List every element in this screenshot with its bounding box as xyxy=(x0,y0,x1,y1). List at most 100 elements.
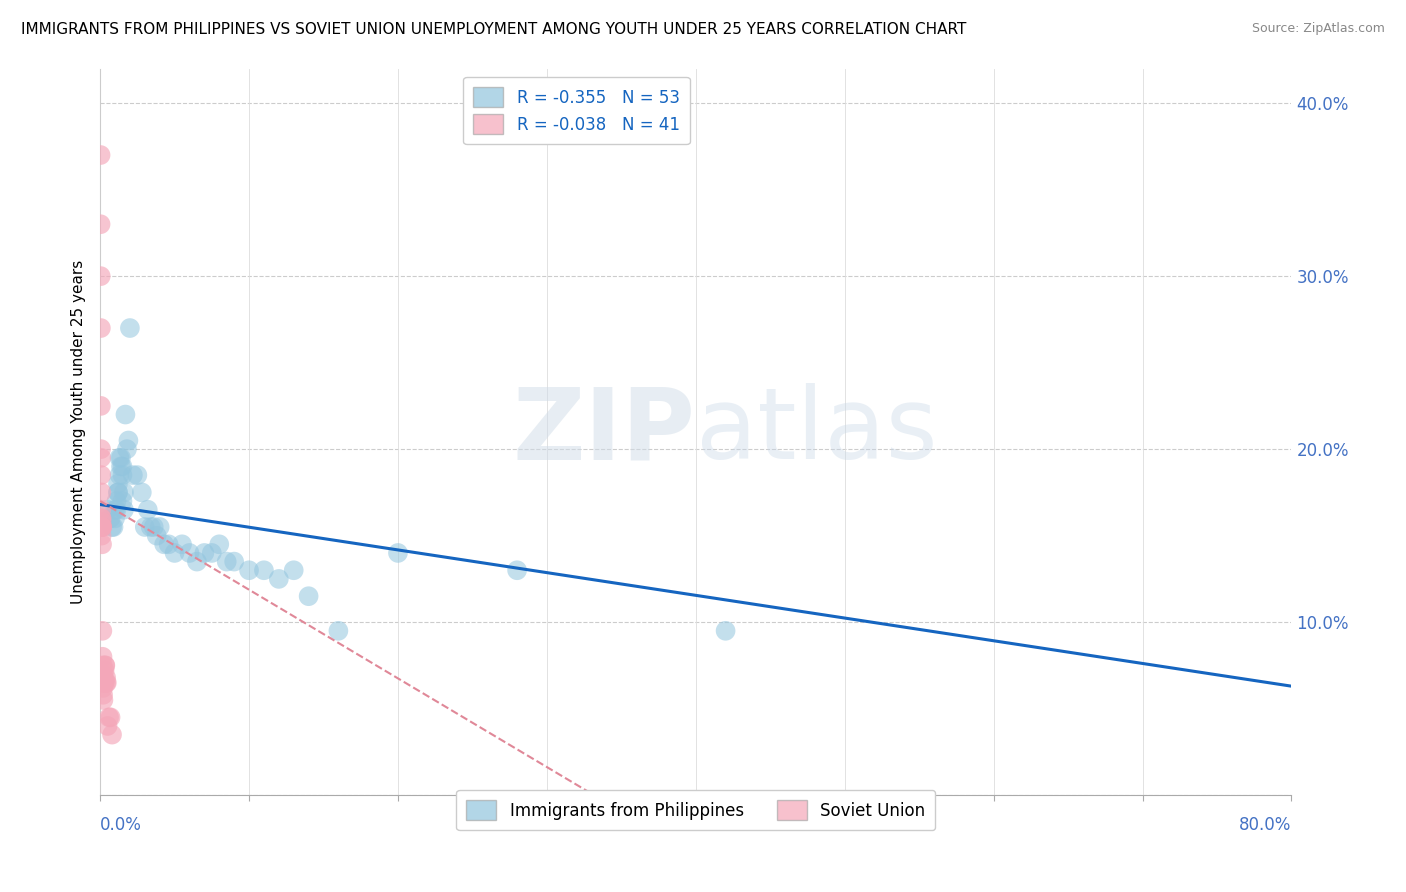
Point xyxy=(136,502,159,516)
Point xyxy=(90,468,112,483)
Point xyxy=(93,693,115,707)
Point xyxy=(90,511,112,525)
Point xyxy=(163,546,186,560)
Point xyxy=(93,675,115,690)
Point xyxy=(387,546,409,560)
Point xyxy=(90,520,112,534)
Point xyxy=(91,671,114,685)
Point xyxy=(93,671,115,685)
Point xyxy=(506,563,529,577)
Point xyxy=(186,555,208,569)
Point xyxy=(111,494,134,508)
Point xyxy=(96,675,118,690)
Point xyxy=(114,408,136,422)
Point xyxy=(297,589,319,603)
Point xyxy=(107,485,129,500)
Point xyxy=(714,624,737,638)
Point xyxy=(90,520,112,534)
Point xyxy=(110,450,132,465)
Point xyxy=(107,485,129,500)
Point xyxy=(90,529,112,543)
Point xyxy=(131,485,153,500)
Point xyxy=(90,485,112,500)
Point xyxy=(108,450,131,465)
Point xyxy=(170,537,193,551)
Point xyxy=(94,671,117,685)
Point xyxy=(101,728,124,742)
Point xyxy=(108,468,131,483)
Point xyxy=(157,537,180,551)
Point xyxy=(238,563,260,577)
Text: IMMIGRANTS FROM PHILIPPINES VS SOVIET UNION UNEMPLOYMENT AMONG YOUTH UNDER 25 YE: IMMIGRANTS FROM PHILIPPINES VS SOVIET UN… xyxy=(21,22,966,37)
Point xyxy=(283,563,305,577)
Point xyxy=(90,502,112,516)
Point xyxy=(100,710,122,724)
Point xyxy=(104,502,127,516)
Point xyxy=(149,520,172,534)
Point xyxy=(93,664,115,678)
Point xyxy=(93,675,115,690)
Point xyxy=(90,217,112,231)
Point xyxy=(90,321,112,335)
Point xyxy=(98,710,121,724)
Point xyxy=(91,537,114,551)
Point xyxy=(208,537,231,551)
Point xyxy=(107,476,129,491)
Point xyxy=(112,485,135,500)
Point xyxy=(101,520,124,534)
Text: atlas: atlas xyxy=(696,384,938,481)
Point xyxy=(112,502,135,516)
Point xyxy=(193,546,215,560)
Point xyxy=(90,269,112,284)
Point xyxy=(253,563,276,577)
Text: Source: ZipAtlas.com: Source: ZipAtlas.com xyxy=(1251,22,1385,36)
Point xyxy=(94,675,117,690)
Point xyxy=(91,658,114,673)
Text: 0.0%: 0.0% xyxy=(100,815,142,833)
Point xyxy=(97,719,120,733)
Y-axis label: Unemployment Among Youth under 25 years: Unemployment Among Youth under 25 years xyxy=(72,260,86,604)
Point xyxy=(91,681,114,695)
Point xyxy=(179,546,201,560)
Point xyxy=(105,494,128,508)
Point xyxy=(100,511,122,525)
Point xyxy=(90,511,112,525)
Point xyxy=(111,468,134,483)
Point xyxy=(90,515,112,529)
Point xyxy=(103,520,125,534)
Text: 80.0%: 80.0% xyxy=(1239,815,1292,833)
Point xyxy=(90,442,112,457)
Point xyxy=(94,658,117,673)
Legend: Immigrants from Philippines, Soviet Union: Immigrants from Philippines, Soviet Unio… xyxy=(456,790,935,830)
Point xyxy=(111,459,134,474)
Point xyxy=(215,555,238,569)
Point xyxy=(90,520,112,534)
Point xyxy=(153,537,176,551)
Point xyxy=(145,529,167,543)
Point xyxy=(139,520,162,534)
Point xyxy=(90,148,112,162)
Point xyxy=(134,520,156,534)
Point xyxy=(115,442,138,457)
Point xyxy=(118,321,141,335)
Point xyxy=(328,624,350,638)
Point xyxy=(97,502,120,516)
Point xyxy=(104,511,127,525)
Point xyxy=(90,520,112,534)
Point xyxy=(127,468,149,483)
Point xyxy=(142,520,165,534)
Point xyxy=(267,572,290,586)
Point xyxy=(91,688,114,702)
Point xyxy=(91,520,114,534)
Point xyxy=(105,502,128,516)
Point xyxy=(90,399,112,413)
Point xyxy=(110,459,132,474)
Point xyxy=(117,434,139,448)
Text: ZIP: ZIP xyxy=(513,384,696,481)
Point xyxy=(122,468,145,483)
Point xyxy=(201,546,224,560)
Point xyxy=(94,658,117,673)
Point xyxy=(91,667,114,681)
Point xyxy=(90,450,112,465)
Point xyxy=(224,555,246,569)
